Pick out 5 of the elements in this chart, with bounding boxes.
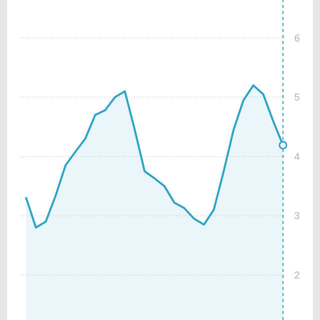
y-tick-label: 2 <box>294 270 300 282</box>
y-tick-label: 6 <box>294 33 300 44</box>
y-tick-label: 3 <box>294 211 300 222</box>
y-tick-label: 4 <box>294 152 300 163</box>
y-tick-label: 5 <box>294 92 300 104</box>
